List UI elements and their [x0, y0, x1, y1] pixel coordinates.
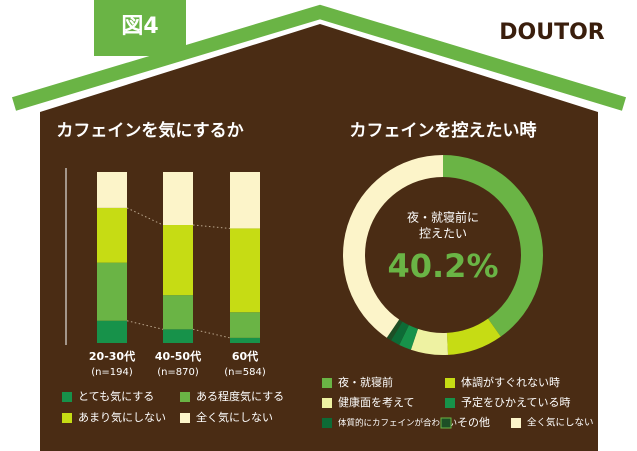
legend-label: 予定をひかえている時 [461, 395, 570, 409]
legend-label: 健康面を考えて [338, 395, 414, 409]
bar-segment [97, 207, 127, 263]
legend-swatch [180, 392, 190, 402]
x-tick-note: (n=870) [157, 367, 199, 378]
x-tick-note: (n=194) [91, 367, 133, 378]
bar-segment [163, 295, 193, 330]
legend-label: 体調がすぐれない時 [461, 375, 560, 389]
x-tick-label: 20-30代 [89, 349, 135, 363]
center-value: 40.2% [387, 247, 498, 285]
roof [11, 4, 627, 111]
legend-swatch [440, 417, 452, 429]
legend-swatch [445, 398, 455, 408]
legend-label: 全く気にしない [196, 410, 273, 424]
legend-label: ある程度気にする [196, 389, 284, 403]
legend-swatch [62, 413, 72, 423]
x-tick-label: 40-50代 [155, 349, 201, 363]
x-tick-label: 60代 [232, 349, 258, 363]
x-tick-note: (n=584) [224, 367, 266, 378]
figure-tab [94, 0, 186, 56]
legend-swatch [322, 418, 332, 428]
chart-title: カフェインを控えたい時 [350, 120, 537, 141]
bar-segment [230, 312, 260, 338]
legend-swatch [180, 413, 190, 423]
connector [126, 207, 164, 226]
donut-slice [391, 321, 409, 345]
donut-slice [399, 325, 418, 350]
bar-segment [230, 172, 260, 229]
bar-segment [97, 262, 127, 321]
legend-swatch [322, 378, 332, 388]
bar-segment [163, 225, 193, 296]
legend-label: とても気にする [78, 389, 154, 403]
legend-label: 全く気にしない [527, 417, 594, 429]
legend-label: 体質的にカフェインが合わない [338, 418, 457, 429]
bar-segment [97, 172, 127, 208]
center-text: 控えたい [419, 227, 467, 241]
bar-segment [163, 329, 193, 343]
legend-swatch [62, 392, 72, 402]
bar-segment [230, 337, 260, 343]
bar-segment [163, 172, 193, 226]
legend-swatch [511, 418, 521, 428]
donut-slice [446, 318, 501, 355]
brand-logo: DOUTOR [499, 20, 605, 45]
chart-title: カフェインを気にするか [56, 120, 243, 141]
donut-slice [386, 319, 403, 341]
bar-segment [230, 228, 260, 313]
donut-slice [443, 155, 543, 337]
legend-swatch [322, 398, 332, 408]
legend-swatch [445, 378, 455, 388]
legend-label: あまり気にしない [78, 410, 166, 424]
legend-label: その他 [457, 416, 490, 429]
donut-slice [343, 155, 443, 338]
center-text: 夜・就寝前に [407, 210, 479, 225]
legend-label: 夜・就寝前 [338, 375, 393, 389]
donut-slice [410, 328, 449, 355]
bar-segment [97, 320, 127, 343]
figure-label: 図4 [121, 14, 158, 39]
